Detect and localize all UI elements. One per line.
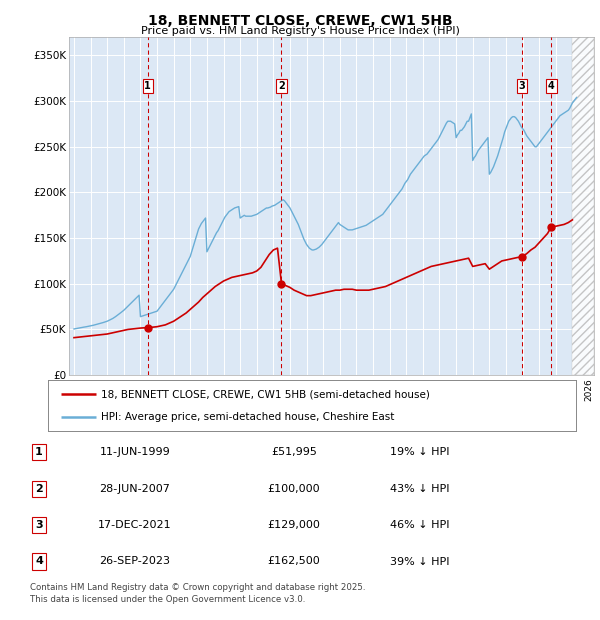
Text: 46% ↓ HPI: 46% ↓ HPI [390,520,450,530]
Text: 18, BENNETT CLOSE, CREWE, CW1 5HB (semi-detached house): 18, BENNETT CLOSE, CREWE, CW1 5HB (semi-… [101,389,430,399]
Text: 3: 3 [35,520,43,530]
Text: 43% ↓ HPI: 43% ↓ HPI [390,484,450,494]
Text: 26-SEP-2023: 26-SEP-2023 [100,557,170,567]
Text: £100,000: £100,000 [268,484,320,494]
Text: 17-DEC-2021: 17-DEC-2021 [98,520,172,530]
Text: £129,000: £129,000 [268,520,320,530]
Text: 11-JUN-1999: 11-JUN-1999 [100,447,170,457]
Text: 18, BENNETT CLOSE, CREWE, CW1 5HB: 18, BENNETT CLOSE, CREWE, CW1 5HB [148,14,452,28]
Text: 4: 4 [35,557,43,567]
Text: Price paid vs. HM Land Registry's House Price Index (HPI): Price paid vs. HM Land Registry's House … [140,26,460,36]
Text: 3: 3 [518,81,525,91]
Text: 19% ↓ HPI: 19% ↓ HPI [390,447,450,457]
Text: 1: 1 [35,447,43,457]
Text: £51,995: £51,995 [271,447,317,457]
Text: Contains HM Land Registry data © Crown copyright and database right 2025.
This d: Contains HM Land Registry data © Crown c… [30,583,365,604]
Text: 4: 4 [548,81,555,91]
Text: HPI: Average price, semi-detached house, Cheshire East: HPI: Average price, semi-detached house,… [101,412,394,422]
Text: 2: 2 [35,484,43,494]
Text: £162,500: £162,500 [268,557,320,567]
Text: 2: 2 [278,81,285,91]
Text: 1: 1 [145,81,151,91]
Text: 28-JUN-2007: 28-JUN-2007 [100,484,170,494]
Text: 39% ↓ HPI: 39% ↓ HPI [390,557,450,567]
